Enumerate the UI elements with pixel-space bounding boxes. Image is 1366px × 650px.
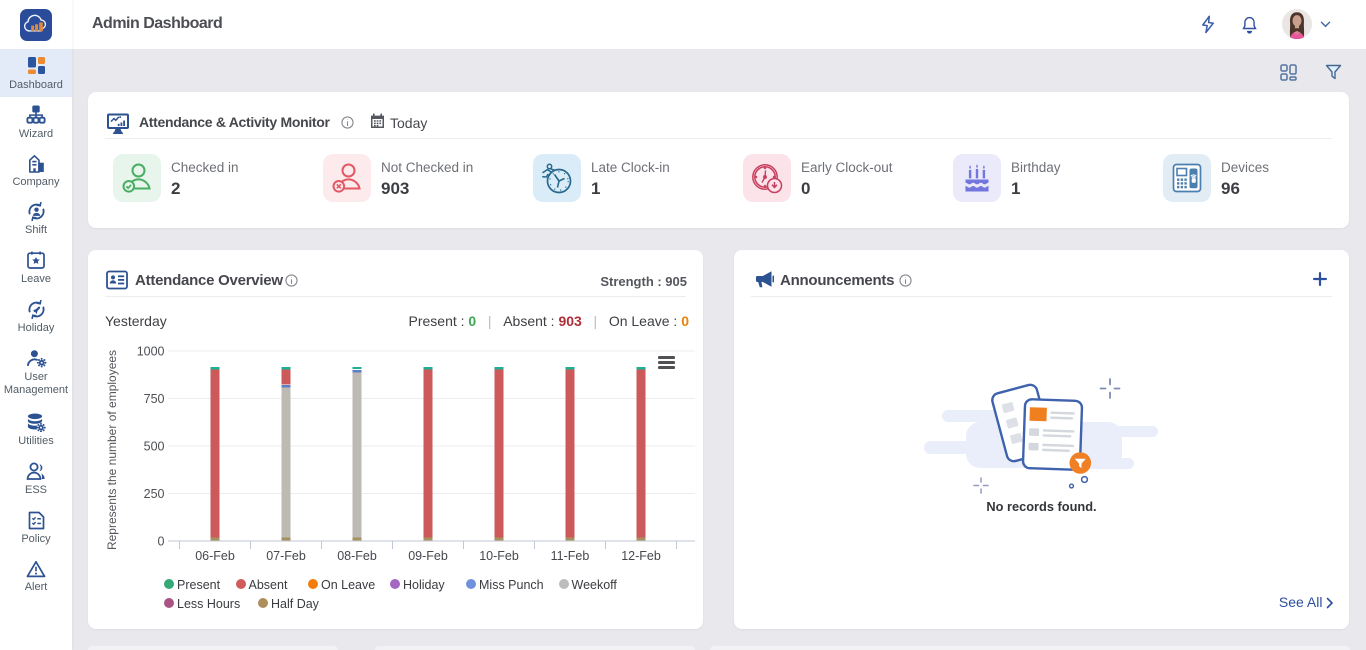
svg-text:Represents the number of emplo: Represents the number of employees	[105, 350, 119, 550]
svg-text:250: 250	[144, 487, 165, 501]
svg-text:06-Feb: 06-Feb	[195, 549, 235, 563]
svg-text:500: 500	[144, 440, 165, 454]
svg-text:12-Feb: 12-Feb	[621, 549, 661, 563]
svg-text:08-Feb: 08-Feb	[337, 549, 377, 563]
svg-text:07-Feb: 07-Feb	[266, 549, 306, 563]
svg-text:09-Feb: 09-Feb	[408, 549, 448, 563]
svg-text:11-Feb: 11-Feb	[551, 549, 590, 563]
svg-text:10-Feb: 10-Feb	[479, 549, 519, 563]
svg-text:750: 750	[144, 392, 165, 406]
svg-text:1000: 1000	[137, 345, 165, 359]
svg-text:0: 0	[158, 535, 165, 549]
